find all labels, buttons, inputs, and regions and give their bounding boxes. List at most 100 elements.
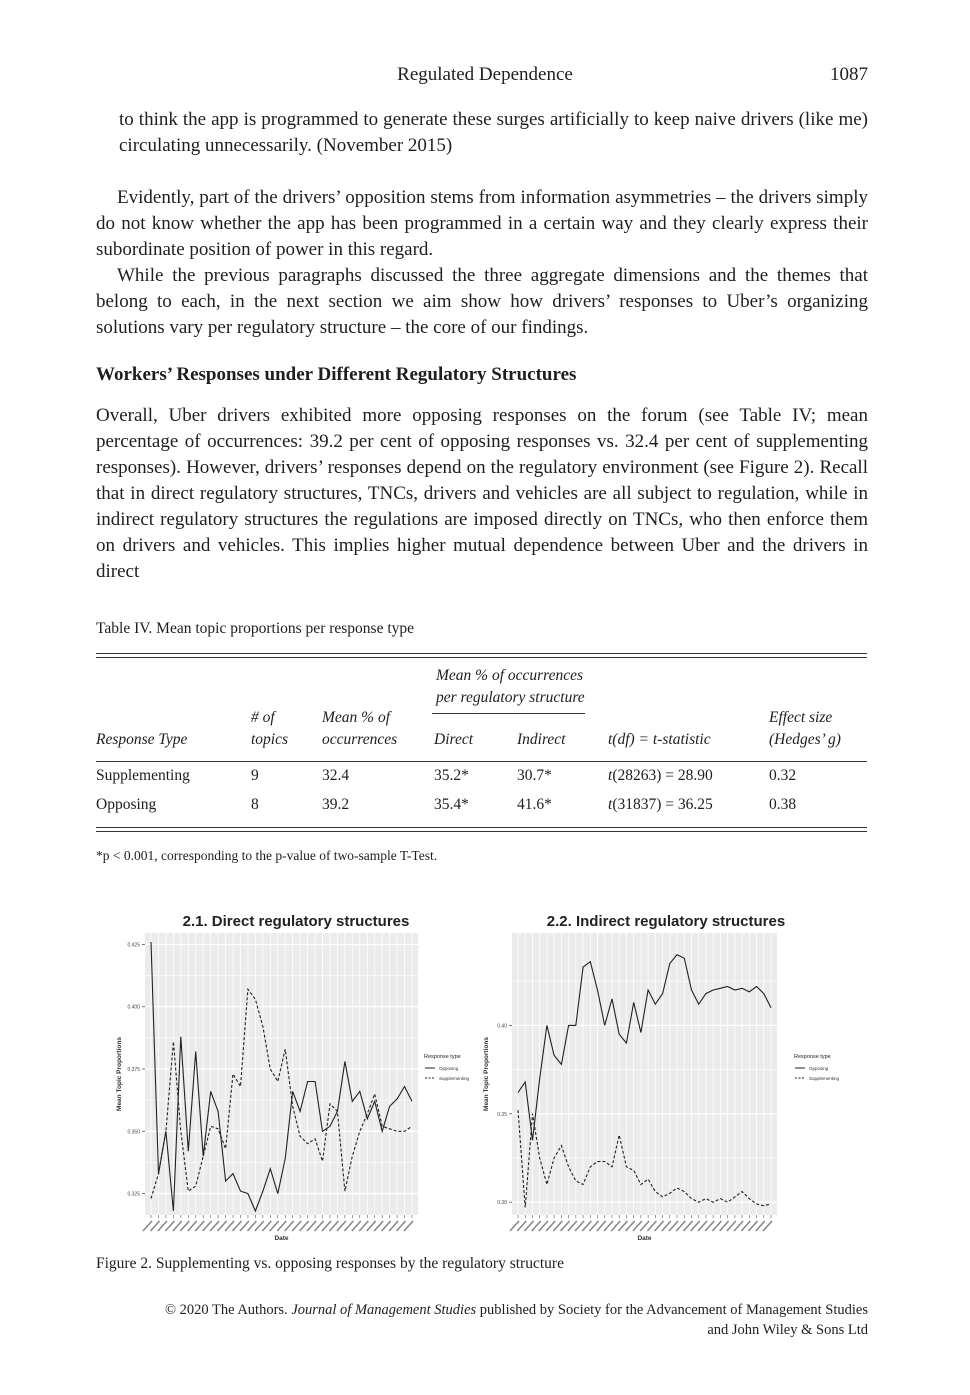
row-supplementing-mean: 32.4 [322,767,350,784]
quote-continuation: to think the app is programmed to genera… [119,109,868,156]
figure-2: 2.1. Direct regulatory structures 0.325 0.… [116,913,840,1242]
direct-x-tick-date-mark [239,1220,250,1232]
col-indirect: Indirect [517,731,566,748]
paragraph-evidently-text: Evidently, part of the drivers’ oppositi… [96,187,868,260]
copyright-prefix: © 2020 The Authors. [164,1302,288,1318]
indirect-x-tick-date-mark [639,1220,650,1232]
direct-x-tick-date-mark [373,1220,384,1232]
running-header-title: Regulated Dependence [397,64,573,85]
indirect-x-tick-date-mark [560,1220,571,1232]
indirect-y-tick-label: 0.35 [497,1112,507,1118]
indirect-y-tick-label: 0.30 [497,1200,507,1206]
copyright-suffix: published by Society for the Advancement… [479,1302,868,1318]
row-opposing-direct: 35.4* [434,796,469,813]
direct-x-tick-date-mark [403,1220,414,1232]
row-opposing-mean: 39.2 [322,796,350,813]
direct-x-tick-date-mark [149,1220,161,1232]
col-tstat: t(df) = t-statistic [608,731,711,748]
indirect-x-tick-date-mark [719,1220,730,1232]
col-topics-line2: topics [251,731,289,748]
indirect-x-tick-date-mark [690,1220,701,1232]
direct-x-tick-date-mark [216,1220,228,1232]
direct-x-tick-date-mark [231,1220,243,1232]
col-mean-line1: Mean % of [322,709,391,726]
table-header-rule [96,761,867,762]
direct-x-tick-date-mark [291,1220,302,1232]
row-supplementing-type: Supplementing [96,767,190,784]
row-supplementing-effect: 0.32 [769,767,797,784]
direct-x-tick-date-mark [321,1220,332,1232]
group-header-line1: Mean % of occurrences [436,667,584,684]
direct-x-tick-date-mark [336,1220,347,1232]
indirect-x-tick-date-mark [567,1220,578,1232]
direct-x-tick-date-mark [172,1220,183,1232]
indirect-x-tick-date-mark [603,1220,614,1232]
row-opposing-indirect: 41.6* [517,796,552,813]
indirect-legend-label-opposing: Opposing [809,1066,829,1071]
indirect-x-tick-date-mark [697,1220,708,1232]
direct-legend-title: Response type [424,1054,461,1060]
direct-x-tick-date-mark [299,1220,310,1232]
indirect-chart-panel: 2.2. Indirect regulatory structures 0.30 0… [483,913,840,1242]
direct-y-tick-label: 0.375 [127,1067,140,1073]
direct-x-tick-date-mark [306,1220,317,1232]
direct-y-axis-label: Mean Topic Proportions [116,1037,123,1111]
indirect-chart-title: 2.2. Indirect regulatory structures [547,913,785,930]
indirect-x-tick-date-mark [726,1220,737,1232]
indirect-x-tick-date-mark [574,1220,585,1232]
indirect-plot-background [512,933,777,1215]
direct-legend-label-supplementing: Supplementing [439,1076,470,1081]
direct-x-tick-date-mark [254,1220,265,1232]
direct-series-opposing-line [150,941,413,1213]
direct-x-tick-date-mark [194,1220,205,1232]
group-header-rule [432,713,585,714]
direct-x-tick-date-mark [209,1220,220,1232]
direct-x-tick-date-mark [164,1220,175,1232]
table-caption: Table IV. Mean topic proportions per res… [96,620,415,637]
direct-x-tick-date-mark [179,1220,190,1232]
indirect-x-tick-date-mark [531,1220,542,1232]
direct-x-tick-date-mark [381,1220,392,1232]
direct-x-axis-label: Date [274,1235,288,1242]
direct-legend: Response type Opposing Supplementing [424,1054,470,1081]
direct-series-supplementing-line [150,987,413,1199]
direct-chart-panel: 2.1. Direct regulatory structures 0.325 0.… [116,913,470,1242]
direct-x-tick-date-mark [261,1220,272,1232]
row-supplementing-topics: 9 [251,767,259,784]
direct-legend-label-opposing: Opposing [439,1066,459,1071]
indirect-x-tick-date-mark [588,1220,600,1232]
row-supplementing-t-rest: (28263) = 28.90 [612,767,713,784]
indirect-x-tick-date-mark [552,1220,563,1232]
direct-x-tick-date-mark [284,1220,295,1232]
indirect-legend: Response type Opposing Supplementing [794,1054,840,1081]
direct-x-tick-date-mark [395,1220,407,1232]
indirect-x-tick-date-mark [646,1220,657,1232]
col-effect-line1: Effect size [769,709,833,726]
paragraph-while: While the previous paragraphs discussed … [96,263,868,341]
row-opposing-effect: 0.38 [769,796,797,813]
indirect-x-tick-date-mark [509,1220,520,1232]
indirect-x-tick-date-mark [610,1220,621,1232]
direct-y-tick-label: 0.425 [127,942,140,948]
copyright-footer: © 2020 The Authors. Journal of Managemen… [165,1300,868,1340]
row-opposing-t-letter: t [608,796,613,813]
direct-x-tick-date-mark [343,1220,354,1232]
direct-x-tick-date-mark [328,1220,340,1232]
table-bottom-rule-2 [96,831,867,832]
indirect-x-tick-date-mark [596,1220,607,1232]
indirect-x-tick-date-mark [755,1220,766,1232]
indirect-x-tick-date-mark [516,1220,527,1232]
figure-caption: Figure 2. Supplementing vs. opposing res… [96,1255,564,1272]
direct-x-tick-date-mark [269,1220,280,1232]
indirect-x-tick-date-mark [653,1220,665,1232]
direct-x-tick-date-mark [351,1220,362,1232]
direct-y-tick-label: 0.350 [127,1129,140,1135]
indirect-legend-title: Response type [794,1054,831,1060]
table-top-rule-2 [96,657,867,658]
indirect-x-tick-date-mark [668,1220,679,1232]
direct-x-tick-date-mark [157,1220,168,1232]
col-effect-line2: (Hedges’ g) [769,731,841,748]
indirect-x-tick-date-mark [625,1220,636,1232]
section-paragraph: Overall, Uber drivers exhibited more opp… [96,405,868,582]
indirect-x-tick-date-mark [538,1220,549,1232]
